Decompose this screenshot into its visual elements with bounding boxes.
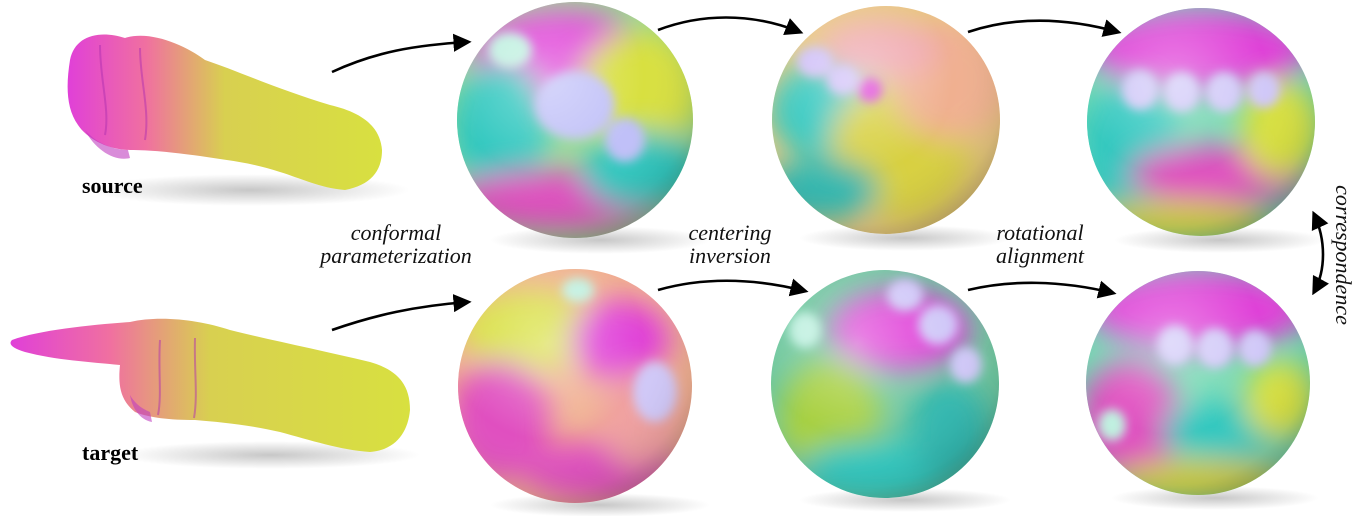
target-hand-mesh [10,318,420,469]
target-label: target [82,440,139,465]
source-label: source [82,173,143,198]
sphere-target-conformal [458,269,710,516]
label-conformal-line2: parameterization [318,243,472,268]
arrow-source-conformal-to-centering [657,16,804,36]
label-rotational-line2: alignment [996,243,1085,268]
sphere-source-centering [772,6,1011,251]
label-correspondence: correspondence [1331,185,1352,325]
arrow-target-conformal-to-centering [657,278,809,297]
label-rotational-line1: rotational [996,220,1083,245]
arrow-target-centering-to-rotational [967,280,1117,299]
arrow-target-to-conformal [331,294,472,332]
sphere-source-conformal [457,2,710,254]
sphere-source-rotational [1087,8,1326,253]
label-centering-line1: centering [688,220,771,245]
label-conformal-line1: conformal [351,220,441,245]
sphere-target-rotational [1086,271,1319,510]
sphere-target-centering [771,270,1011,512]
arrow-source-centering-to-rotational [967,19,1122,37]
source-hand-mesh [67,34,410,206]
label-centering-line2: inversion [689,243,771,268]
correspondence-arrow [1311,210,1329,296]
arrow-source-to-conformal [331,33,472,74]
